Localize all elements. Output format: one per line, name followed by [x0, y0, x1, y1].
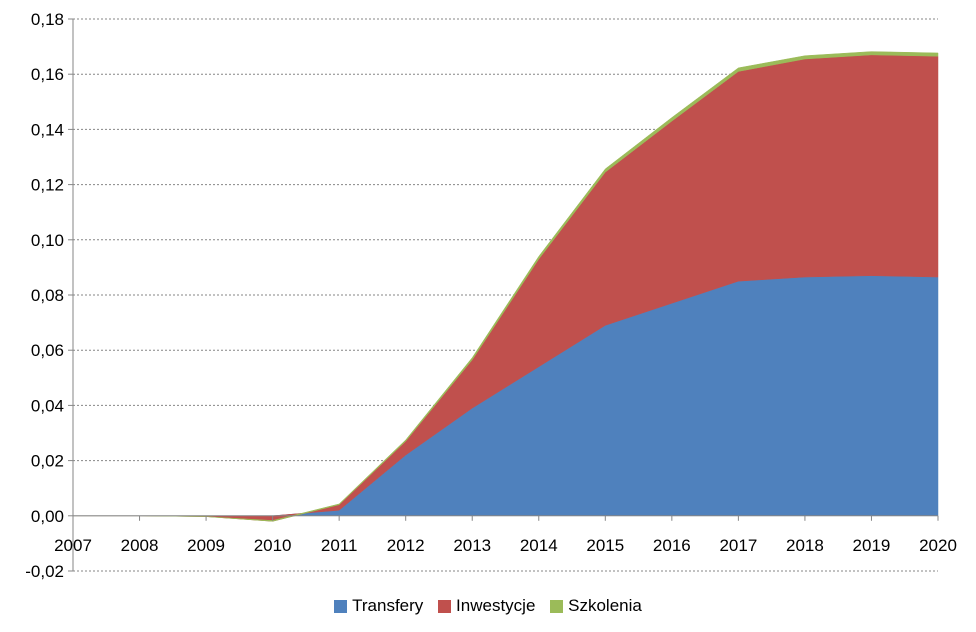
- x-tick-label: 2014: [520, 536, 558, 555]
- legend-item-szkolenia: Szkolenia: [550, 596, 642, 616]
- area-szkolenia: [73, 51, 939, 522]
- x-tick-label: 2009: [187, 536, 225, 555]
- stacked-area-chart: -0,02 0,00 0,02 0,04 0,06 0,08 0,10 0,12 0,14 0,1…: [25, 10, 957, 581]
- y-tick-label: 0,04: [31, 396, 64, 415]
- y-tick-label: 0,16: [31, 65, 64, 84]
- y-tick-label: 0,18: [31, 10, 64, 29]
- area-series-layer: [73, 51, 939, 522]
- legend-label-szkolenia: Szkolenia: [568, 596, 642, 615]
- x-tick-label: 2019: [853, 536, 891, 555]
- x-tick-label: 2012: [387, 536, 425, 555]
- legend-label-transfery: Transfery: [352, 596, 424, 615]
- legend-swatch-szkolenia: [550, 599, 564, 613]
- legend-label-inwestycje: Inwestycje: [456, 596, 536, 615]
- legend-swatch-transfery: [334, 599, 348, 613]
- legend-item-inwestycje: Inwestycje: [438, 596, 535, 616]
- x-tick-label: 2018: [786, 536, 824, 555]
- x-tick-label: 2011: [321, 536, 358, 555]
- y-tick-label: 0,12: [31, 176, 64, 195]
- x-tick-label: 2017: [719, 536, 757, 555]
- legend: Transfery Inwestycje Szkolenia: [0, 596, 976, 618]
- y-tick-label: -0,02: [25, 562, 64, 581]
- x-tick-label: 2013: [453, 536, 491, 555]
- y-tick-label: 0,06: [31, 341, 64, 360]
- axes: [68, 18, 939, 572]
- y-tick-label: 0,02: [31, 452, 64, 471]
- x-tick-label: 2010: [254, 536, 292, 555]
- x-tick-label: 2020: [919, 536, 957, 555]
- y-tick-label: 0,10: [31, 231, 64, 250]
- legend-swatch-inwestycje: [438, 599, 452, 613]
- gridlines: [73, 18, 938, 572]
- y-tick-label: 0,14: [31, 120, 64, 139]
- x-tick-label: 2008: [121, 536, 159, 555]
- tick-labels: -0,02 0,00 0,02 0,04 0,06 0,08 0,10 0,12 0,14 0,1…: [25, 10, 957, 581]
- y-tick-label: 0,08: [31, 286, 64, 305]
- x-tick-label: 2015: [586, 536, 624, 555]
- legend-item-transfery: Transfery: [334, 596, 423, 616]
- x-tick-label: 2016: [653, 536, 691, 555]
- y-tick-label: 0,00: [31, 507, 64, 526]
- x-tick-label: 2007: [54, 536, 92, 555]
